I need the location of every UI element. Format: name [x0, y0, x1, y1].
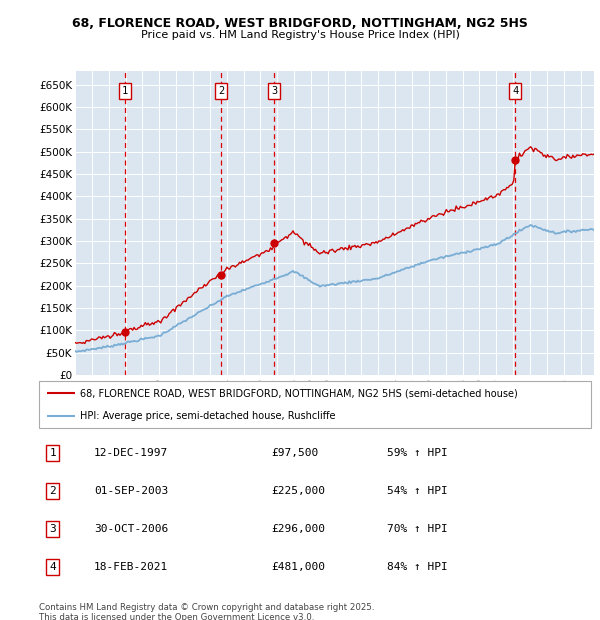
- Text: 01-SEP-2003: 01-SEP-2003: [94, 486, 169, 496]
- Text: 68, FLORENCE ROAD, WEST BRIDGFORD, NOTTINGHAM, NG2 5HS (semi-detached house): 68, FLORENCE ROAD, WEST BRIDGFORD, NOTTI…: [80, 388, 518, 399]
- Text: £296,000: £296,000: [271, 524, 325, 534]
- Text: 1: 1: [49, 448, 56, 458]
- Text: 4: 4: [49, 562, 56, 572]
- Text: £97,500: £97,500: [271, 448, 318, 458]
- Text: Contains HM Land Registry data © Crown copyright and database right 2025.
This d: Contains HM Land Registry data © Crown c…: [39, 603, 374, 620]
- Text: £225,000: £225,000: [271, 486, 325, 496]
- Text: 4: 4: [512, 86, 518, 96]
- Text: 3: 3: [271, 86, 277, 96]
- Text: 2: 2: [49, 486, 56, 496]
- Text: HPI: Average price, semi-detached house, Rushcliffe: HPI: Average price, semi-detached house,…: [80, 410, 336, 421]
- Text: 12-DEC-1997: 12-DEC-1997: [94, 448, 169, 458]
- Text: Price paid vs. HM Land Registry's House Price Index (HPI): Price paid vs. HM Land Registry's House …: [140, 30, 460, 40]
- Text: 54% ↑ HPI: 54% ↑ HPI: [387, 486, 448, 496]
- Text: 18-FEB-2021: 18-FEB-2021: [94, 562, 169, 572]
- Text: 59% ↑ HPI: 59% ↑ HPI: [387, 448, 448, 458]
- Text: 1: 1: [122, 86, 128, 96]
- Text: 30-OCT-2006: 30-OCT-2006: [94, 524, 169, 534]
- Text: 2: 2: [218, 86, 224, 96]
- Text: 3: 3: [49, 524, 56, 534]
- Text: 70% ↑ HPI: 70% ↑ HPI: [387, 524, 448, 534]
- Text: £481,000: £481,000: [271, 562, 325, 572]
- Text: 84% ↑ HPI: 84% ↑ HPI: [387, 562, 448, 572]
- Text: 68, FLORENCE ROAD, WEST BRIDGFORD, NOTTINGHAM, NG2 5HS: 68, FLORENCE ROAD, WEST BRIDGFORD, NOTTI…: [72, 17, 528, 30]
